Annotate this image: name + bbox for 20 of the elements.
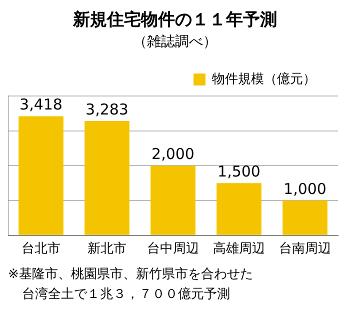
bar (216, 183, 262, 235)
bar (282, 200, 328, 235)
bar (18, 116, 64, 235)
x-tick-label: 台南周辺 (279, 242, 331, 257)
x-tick-label: 高雄周辺 (213, 240, 265, 257)
x-tick-label: 台中周辺 (147, 242, 199, 257)
bar (150, 166, 196, 235)
bar (84, 120, 130, 235)
data-label: 3,283 (86, 100, 128, 118)
legend-label: 物件規模（億元） (212, 72, 316, 87)
text: 台湾全土で１兆３，７００億元予測 (21, 286, 231, 303)
chart-title: 新規住宅物件の１１年予測 (72, 9, 278, 31)
data-label: 3,418 (20, 96, 62, 114)
x-tick-label: 台北市 (22, 242, 60, 257)
text: ※基隆市、桃園県市、新竹県市を合わせた (8, 266, 254, 283)
data-label: 2,000 (152, 145, 194, 164)
data-label: 1,000 (284, 180, 326, 198)
chart-subtitle: （雑誌調べ） (132, 33, 218, 51)
data-label: 1,500 (218, 162, 260, 181)
x-tick-label: 新北市 (88, 242, 126, 257)
